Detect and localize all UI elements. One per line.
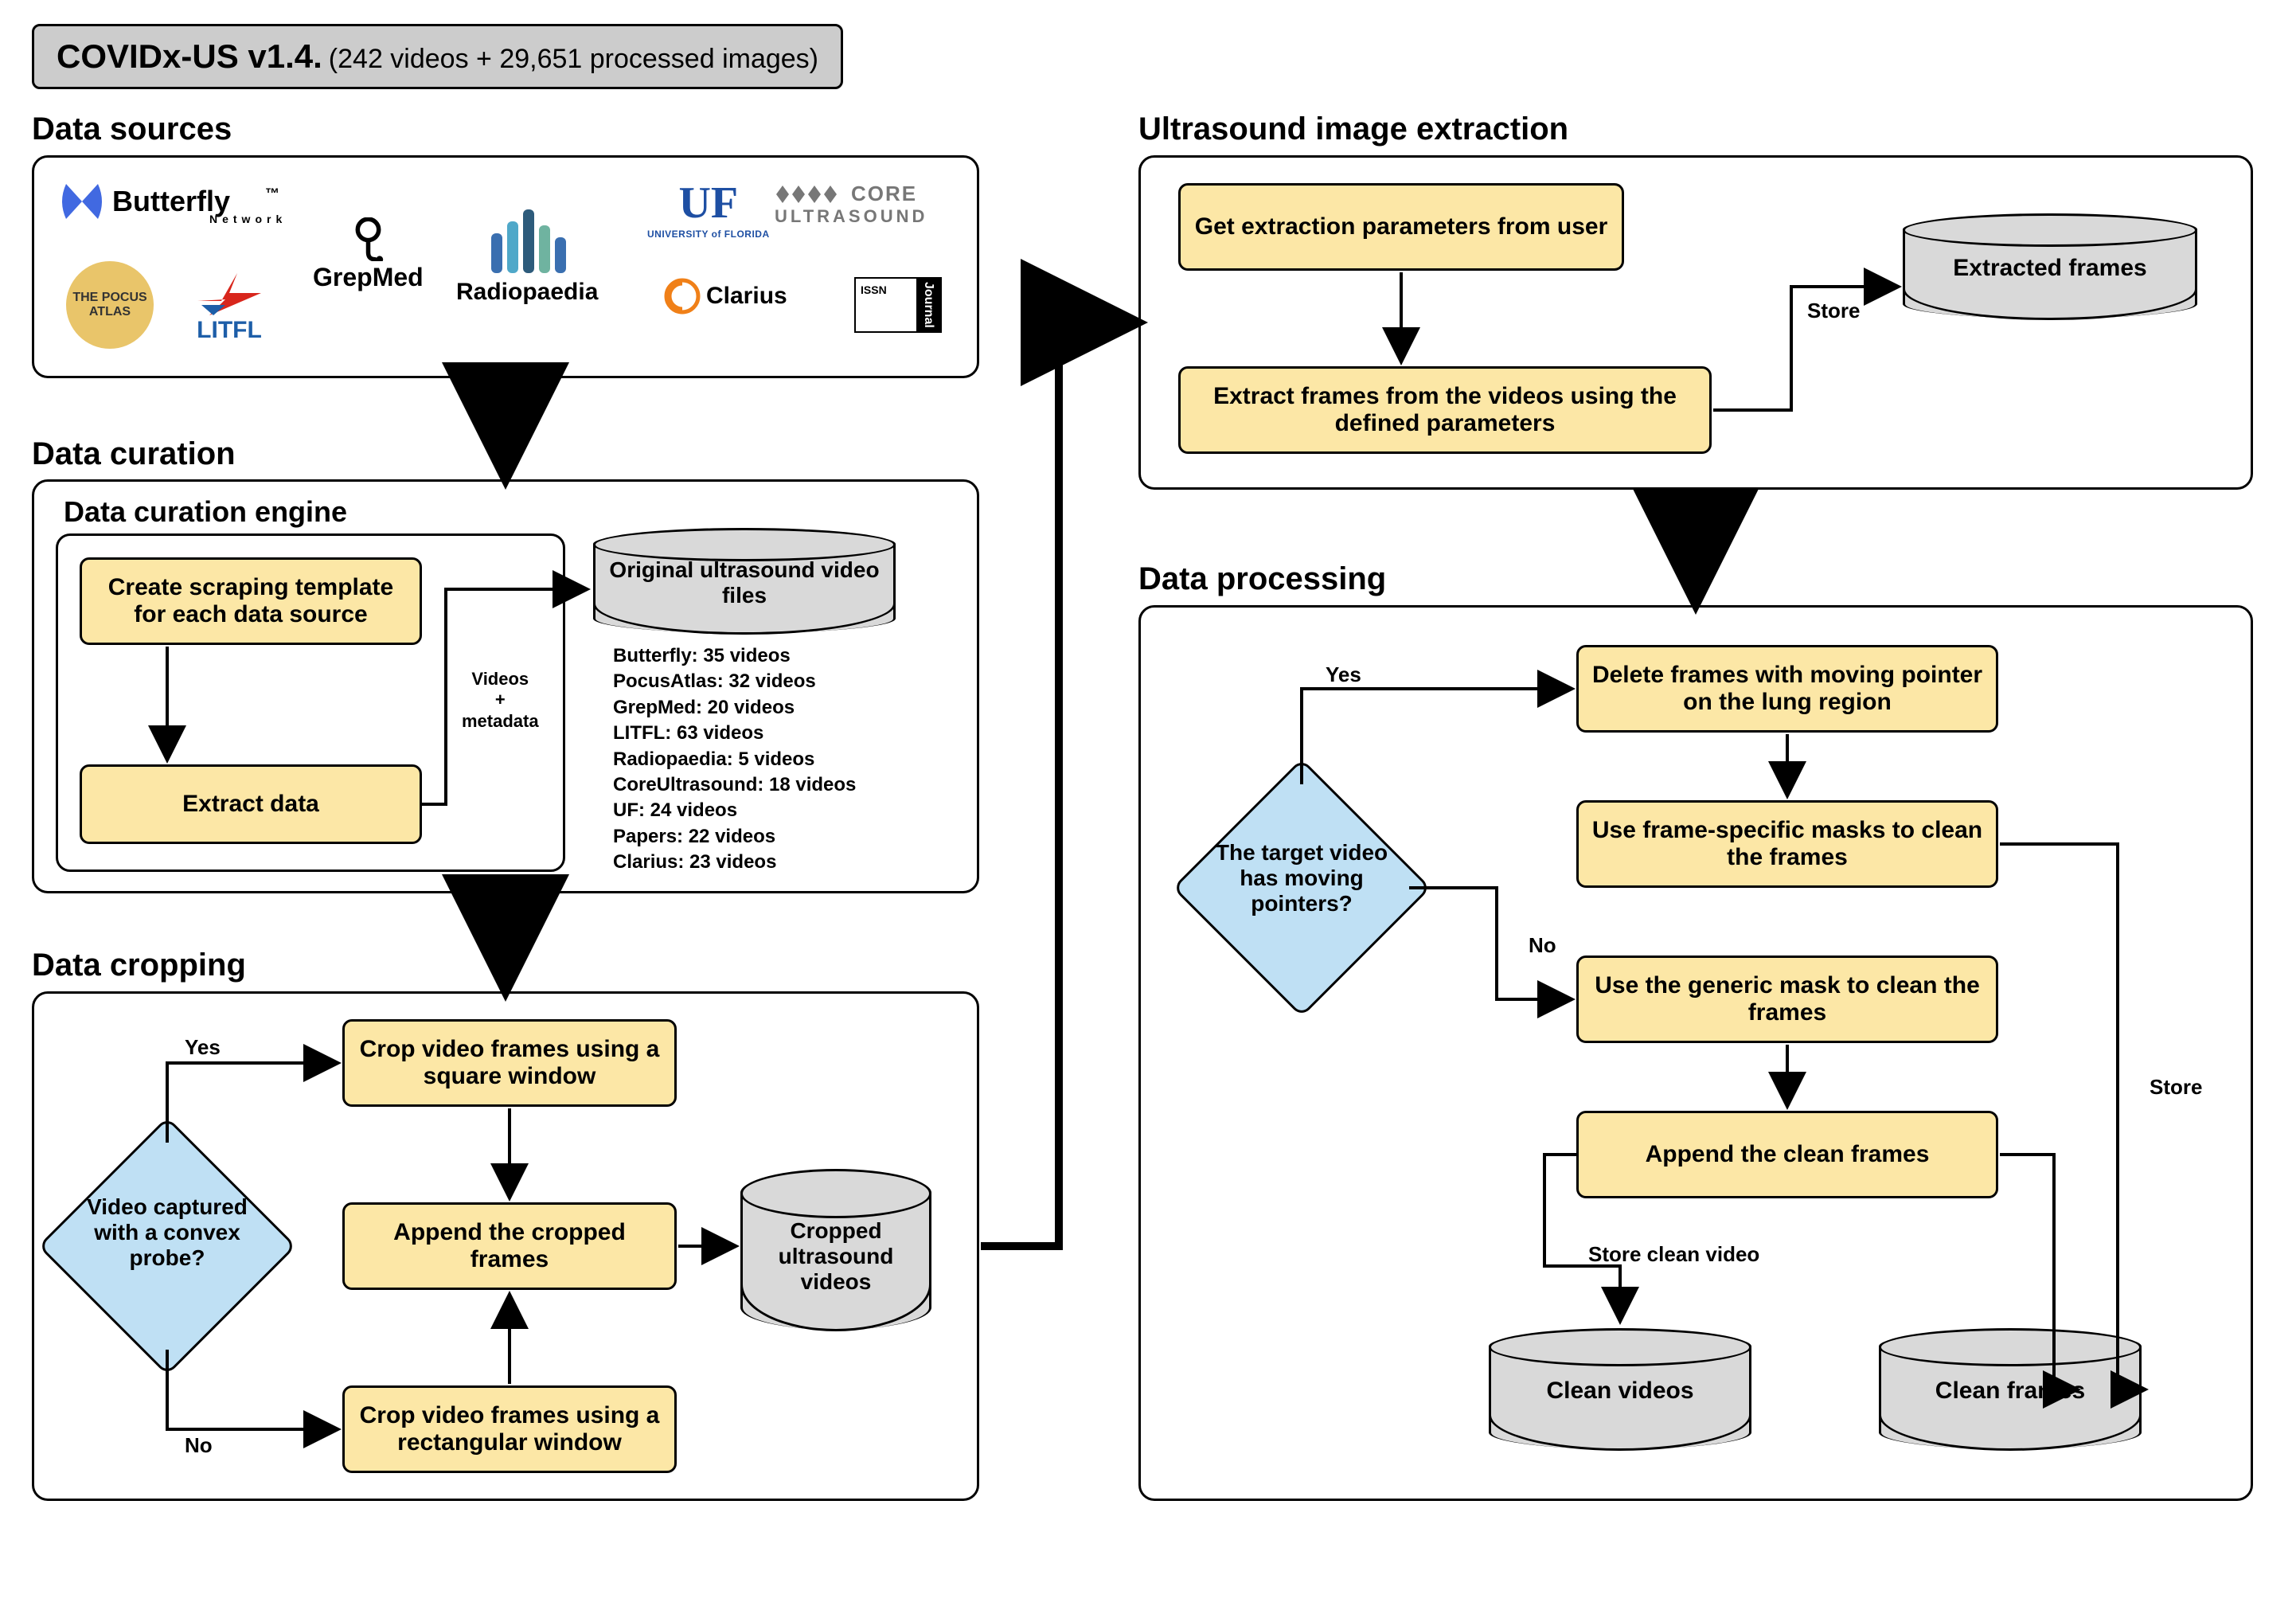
edge-no-2: No — [1529, 933, 1556, 958]
node-delete-frames: Delete frames with moving pointer on the… — [1576, 645, 1998, 733]
logo-clarius: Clarius — [663, 277, 787, 315]
logo-uf: UF UNIVERSITY of FLORIDA — [647, 178, 770, 240]
edge-store-clean: Store clean video — [1588, 1242, 1759, 1267]
edge-store-2: Store — [2150, 1075, 2202, 1100]
cyl-clean-frames — [1879, 1330, 2142, 1449]
node-append-cropped: Append the cropped frames — [342, 1202, 677, 1290]
cyl-clean-videos — [1489, 1330, 1751, 1449]
node-extract-data: Extract data — [80, 764, 422, 844]
cyl-extracted-frames — [1903, 215, 2197, 319]
node-generic-mask: Use the generic mask to clean the frames — [1576, 956, 1998, 1043]
section-data-processing: Data processing — [1138, 561, 1386, 597]
section-data-sources: Data sources — [32, 111, 232, 147]
edge-yes-2: Yes — [1326, 662, 1361, 687]
logo-butterfly: Butterfly Network ™ — [58, 178, 230, 225]
logo-issn: Journal ISSN — [854, 277, 942, 333]
node-frame-masks: Use frame-specific masks to clean the fr… — [1576, 800, 1998, 888]
node-crop-square: Crop video frames using a square window — [342, 1019, 677, 1107]
node-extract-frames: Extract frames from the videos using the… — [1178, 366, 1712, 454]
box-data-sources: Butterfly Network ™ THE POCUS ATLAS Grep… — [32, 155, 979, 378]
logo-grepmed: GrepMed — [313, 217, 424, 292]
section-image-extraction: Ultrasound image extraction — [1138, 111, 1568, 147]
edge-no-1: No — [185, 1433, 213, 1458]
section-data-cropping: Data cropping — [32, 948, 246, 983]
label-curation-engine: Data curation engine — [64, 495, 347, 529]
title-banner: COVIDx-US v1.4. (242 videos + 29,651 pro… — [32, 24, 843, 89]
video-counts-list: Butterfly: 35 videos PocusAtlas: 32 vide… — [613, 643, 856, 876]
edge-store-1: Store — [1807, 299, 1860, 323]
section-data-curation: Data curation — [32, 436, 236, 472]
logo-core-ultrasound: CORE ULTRASOUND — [775, 182, 927, 227]
edge-yes-1: Yes — [185, 1035, 221, 1060]
title-main: COVIDx-US v1.4. — [57, 37, 322, 76]
node-get-params: Get extraction parameters from user — [1178, 183, 1624, 271]
cyl-cropped-videos — [740, 1170, 931, 1330]
node-crop-rect: Crop video frames using a rectangular wi… — [342, 1385, 677, 1473]
cyl-original-videos — [593, 530, 896, 633]
node-scraping-template: Create scraping template for each data s… — [80, 557, 422, 645]
logo-radiopaedia: Radiopaedia — [456, 205, 598, 306]
logo-pocus-atlas: THE POCUS ATLAS — [66, 261, 154, 349]
title-sub: (242 videos + 29,651 processed images) — [329, 44, 818, 75]
node-append-clean: Append the clean frames — [1576, 1111, 1998, 1198]
logo-litfl: LITFL — [193, 269, 265, 344]
edge-videos-metadata: Videos+metadata — [462, 669, 539, 732]
